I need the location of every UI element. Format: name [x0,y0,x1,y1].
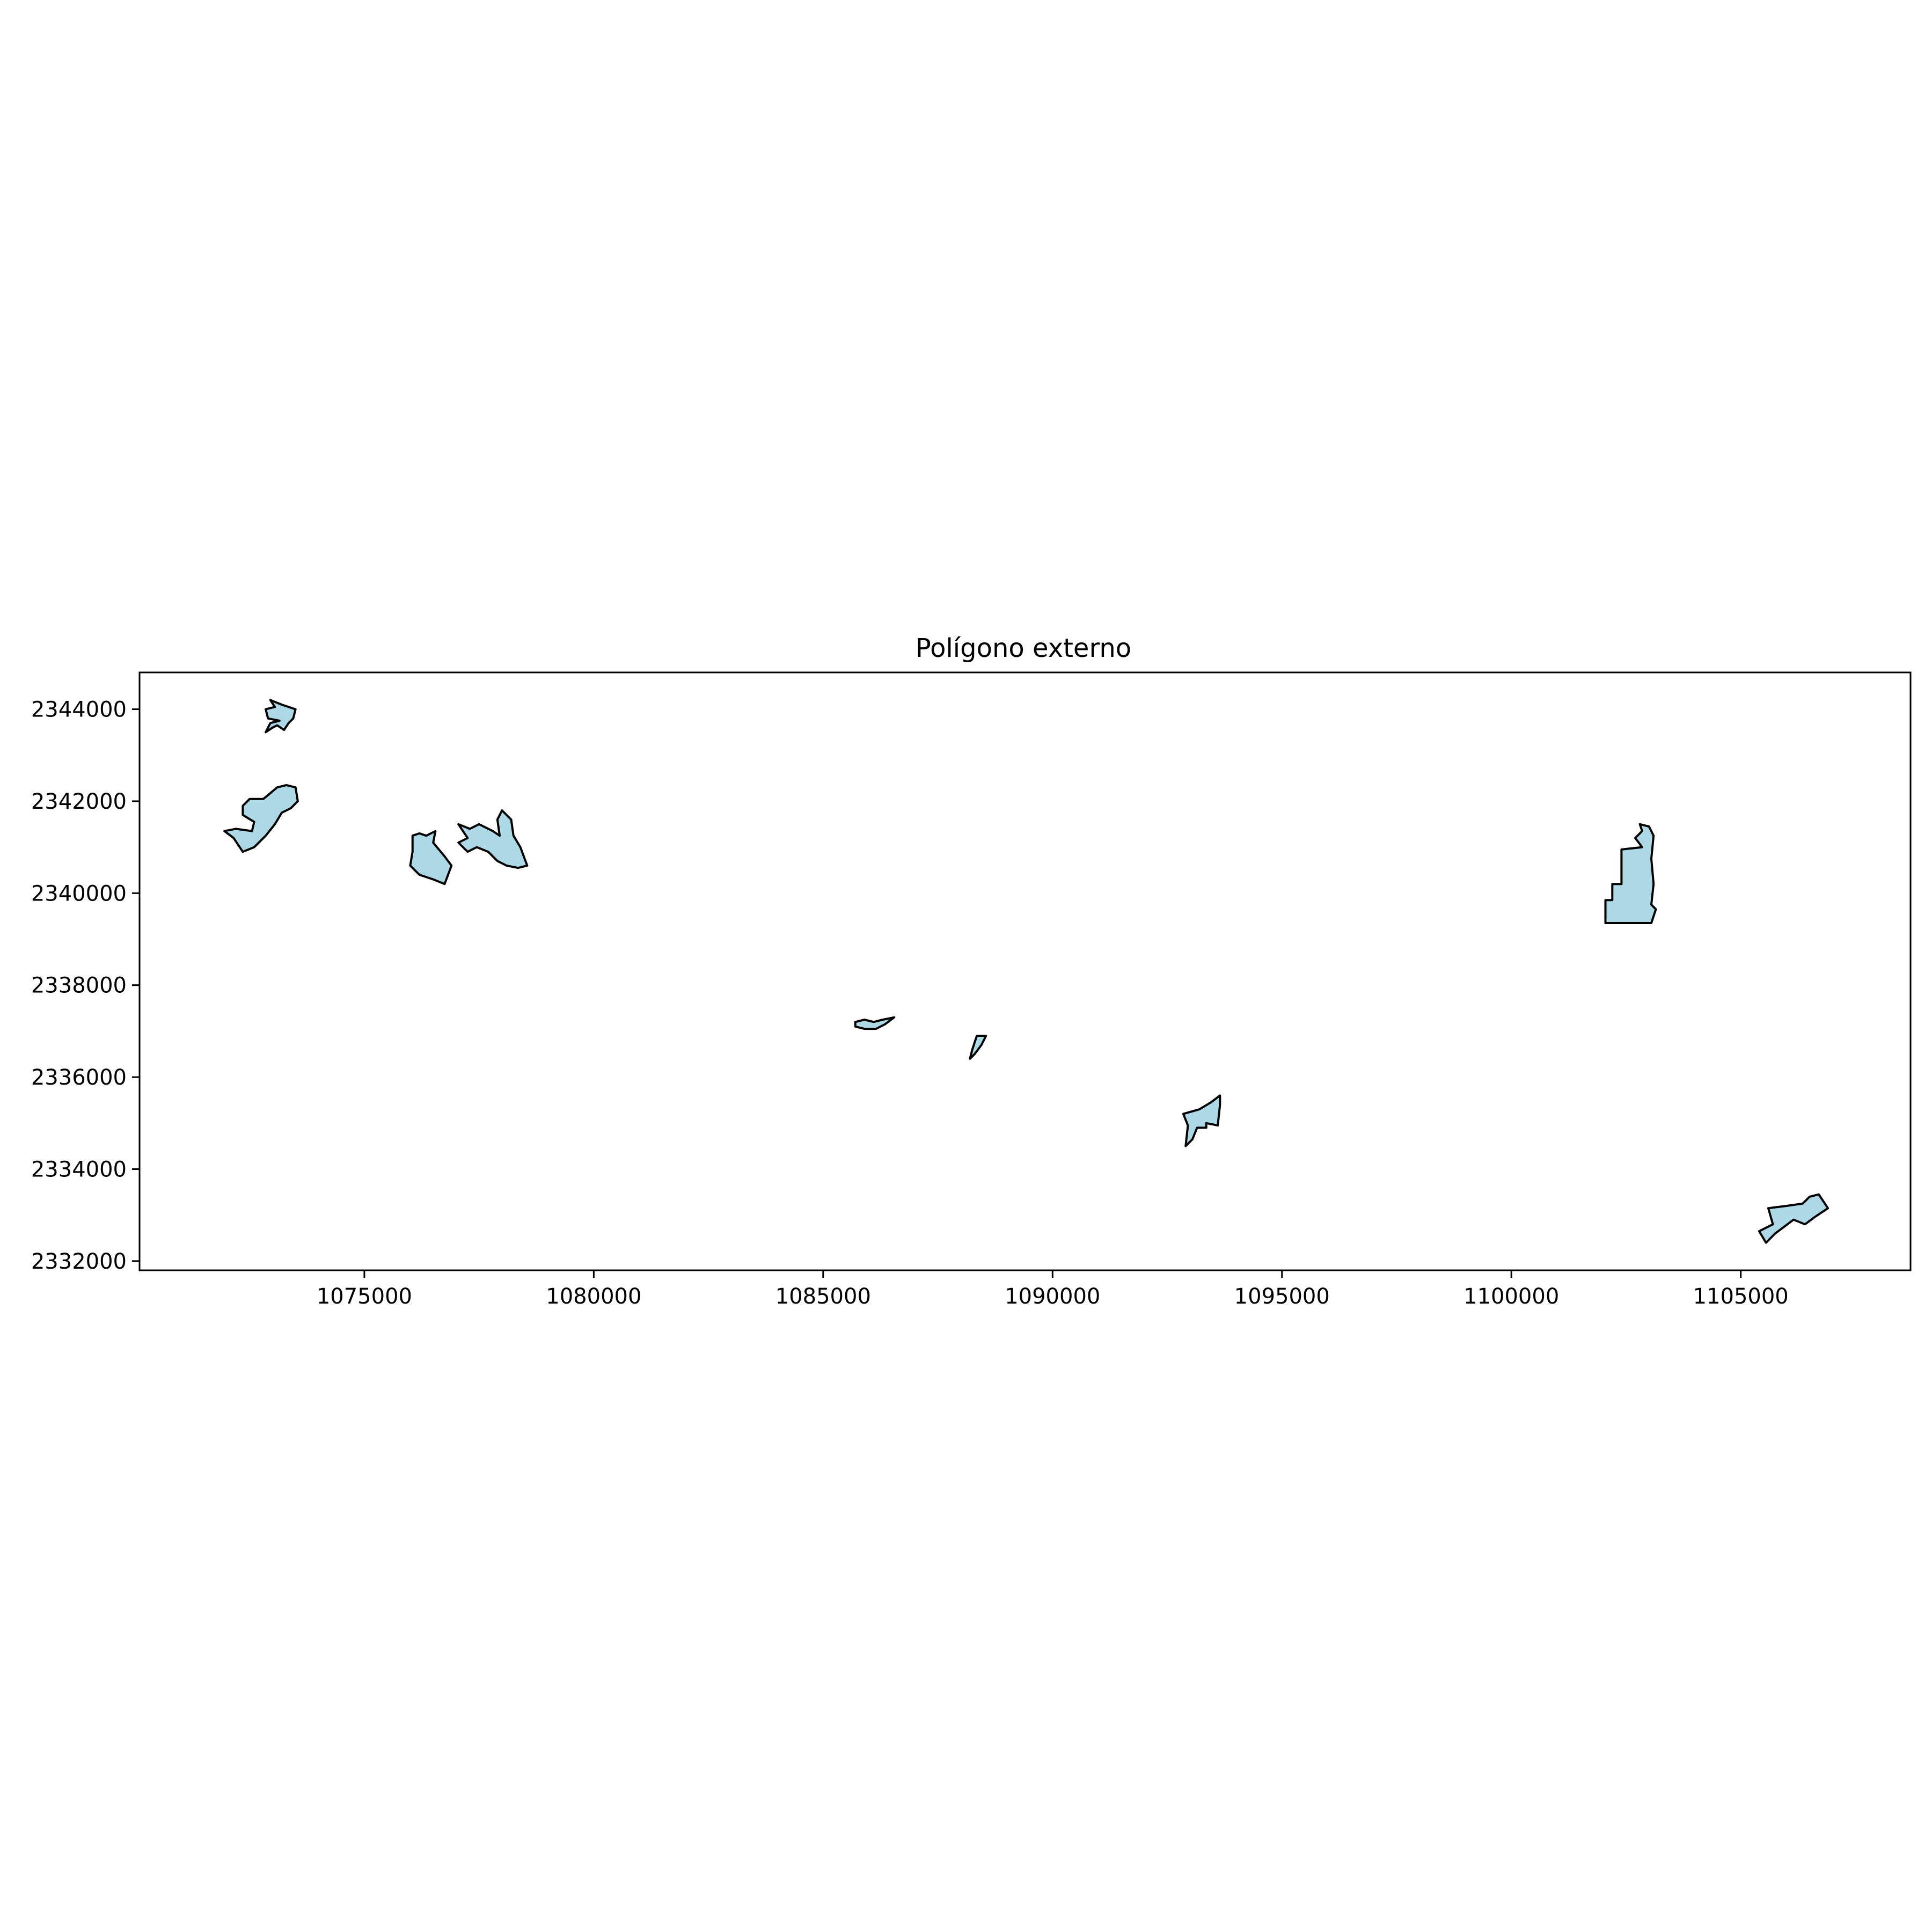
x-tick-label: 1090000 [1005,1284,1100,1309]
x-tick-label: 1100000 [1463,1284,1559,1309]
x-tick-label: 1085000 [775,1284,871,1309]
polygon-p7 [1182,1094,1221,1147]
y-tick-label: 2344000 [31,698,127,722]
y-tick-label: 2336000 [31,1065,127,1090]
polygon-p5 [854,1016,896,1030]
polygon-p3 [409,830,453,885]
polygon-p6 [969,1035,987,1060]
axes-frame [138,671,1912,1271]
polygon-p1 [265,699,297,734]
polygon-p8 [1604,823,1657,924]
y-tick-label: 2338000 [31,974,127,998]
polygon-layer [223,699,1829,1244]
polygon-p4 [457,809,529,869]
map-title: Polígono externo [916,633,1131,663]
y-tick-label: 2340000 [31,881,127,906]
y-tick-label: 2342000 [31,789,127,814]
x-tick-label: 1080000 [546,1284,641,1309]
polygon-p2 [223,784,299,853]
y-tick-label: 2334000 [31,1157,127,1182]
x-axis: 1075000 1080000 1085000 1090000 1095000 11000… [317,1270,1789,1309]
y-axis: 2332000 2334000 2336000 2338000 2340000 23420… [31,698,140,1274]
x-tick-label: 1075000 [317,1284,412,1309]
x-tick-label: 1105000 [1693,1284,1789,1309]
x-tick-label: 1095000 [1234,1284,1330,1309]
polygon-p9 [1758,1193,1829,1244]
y-tick-label: 2332000 [31,1249,127,1274]
